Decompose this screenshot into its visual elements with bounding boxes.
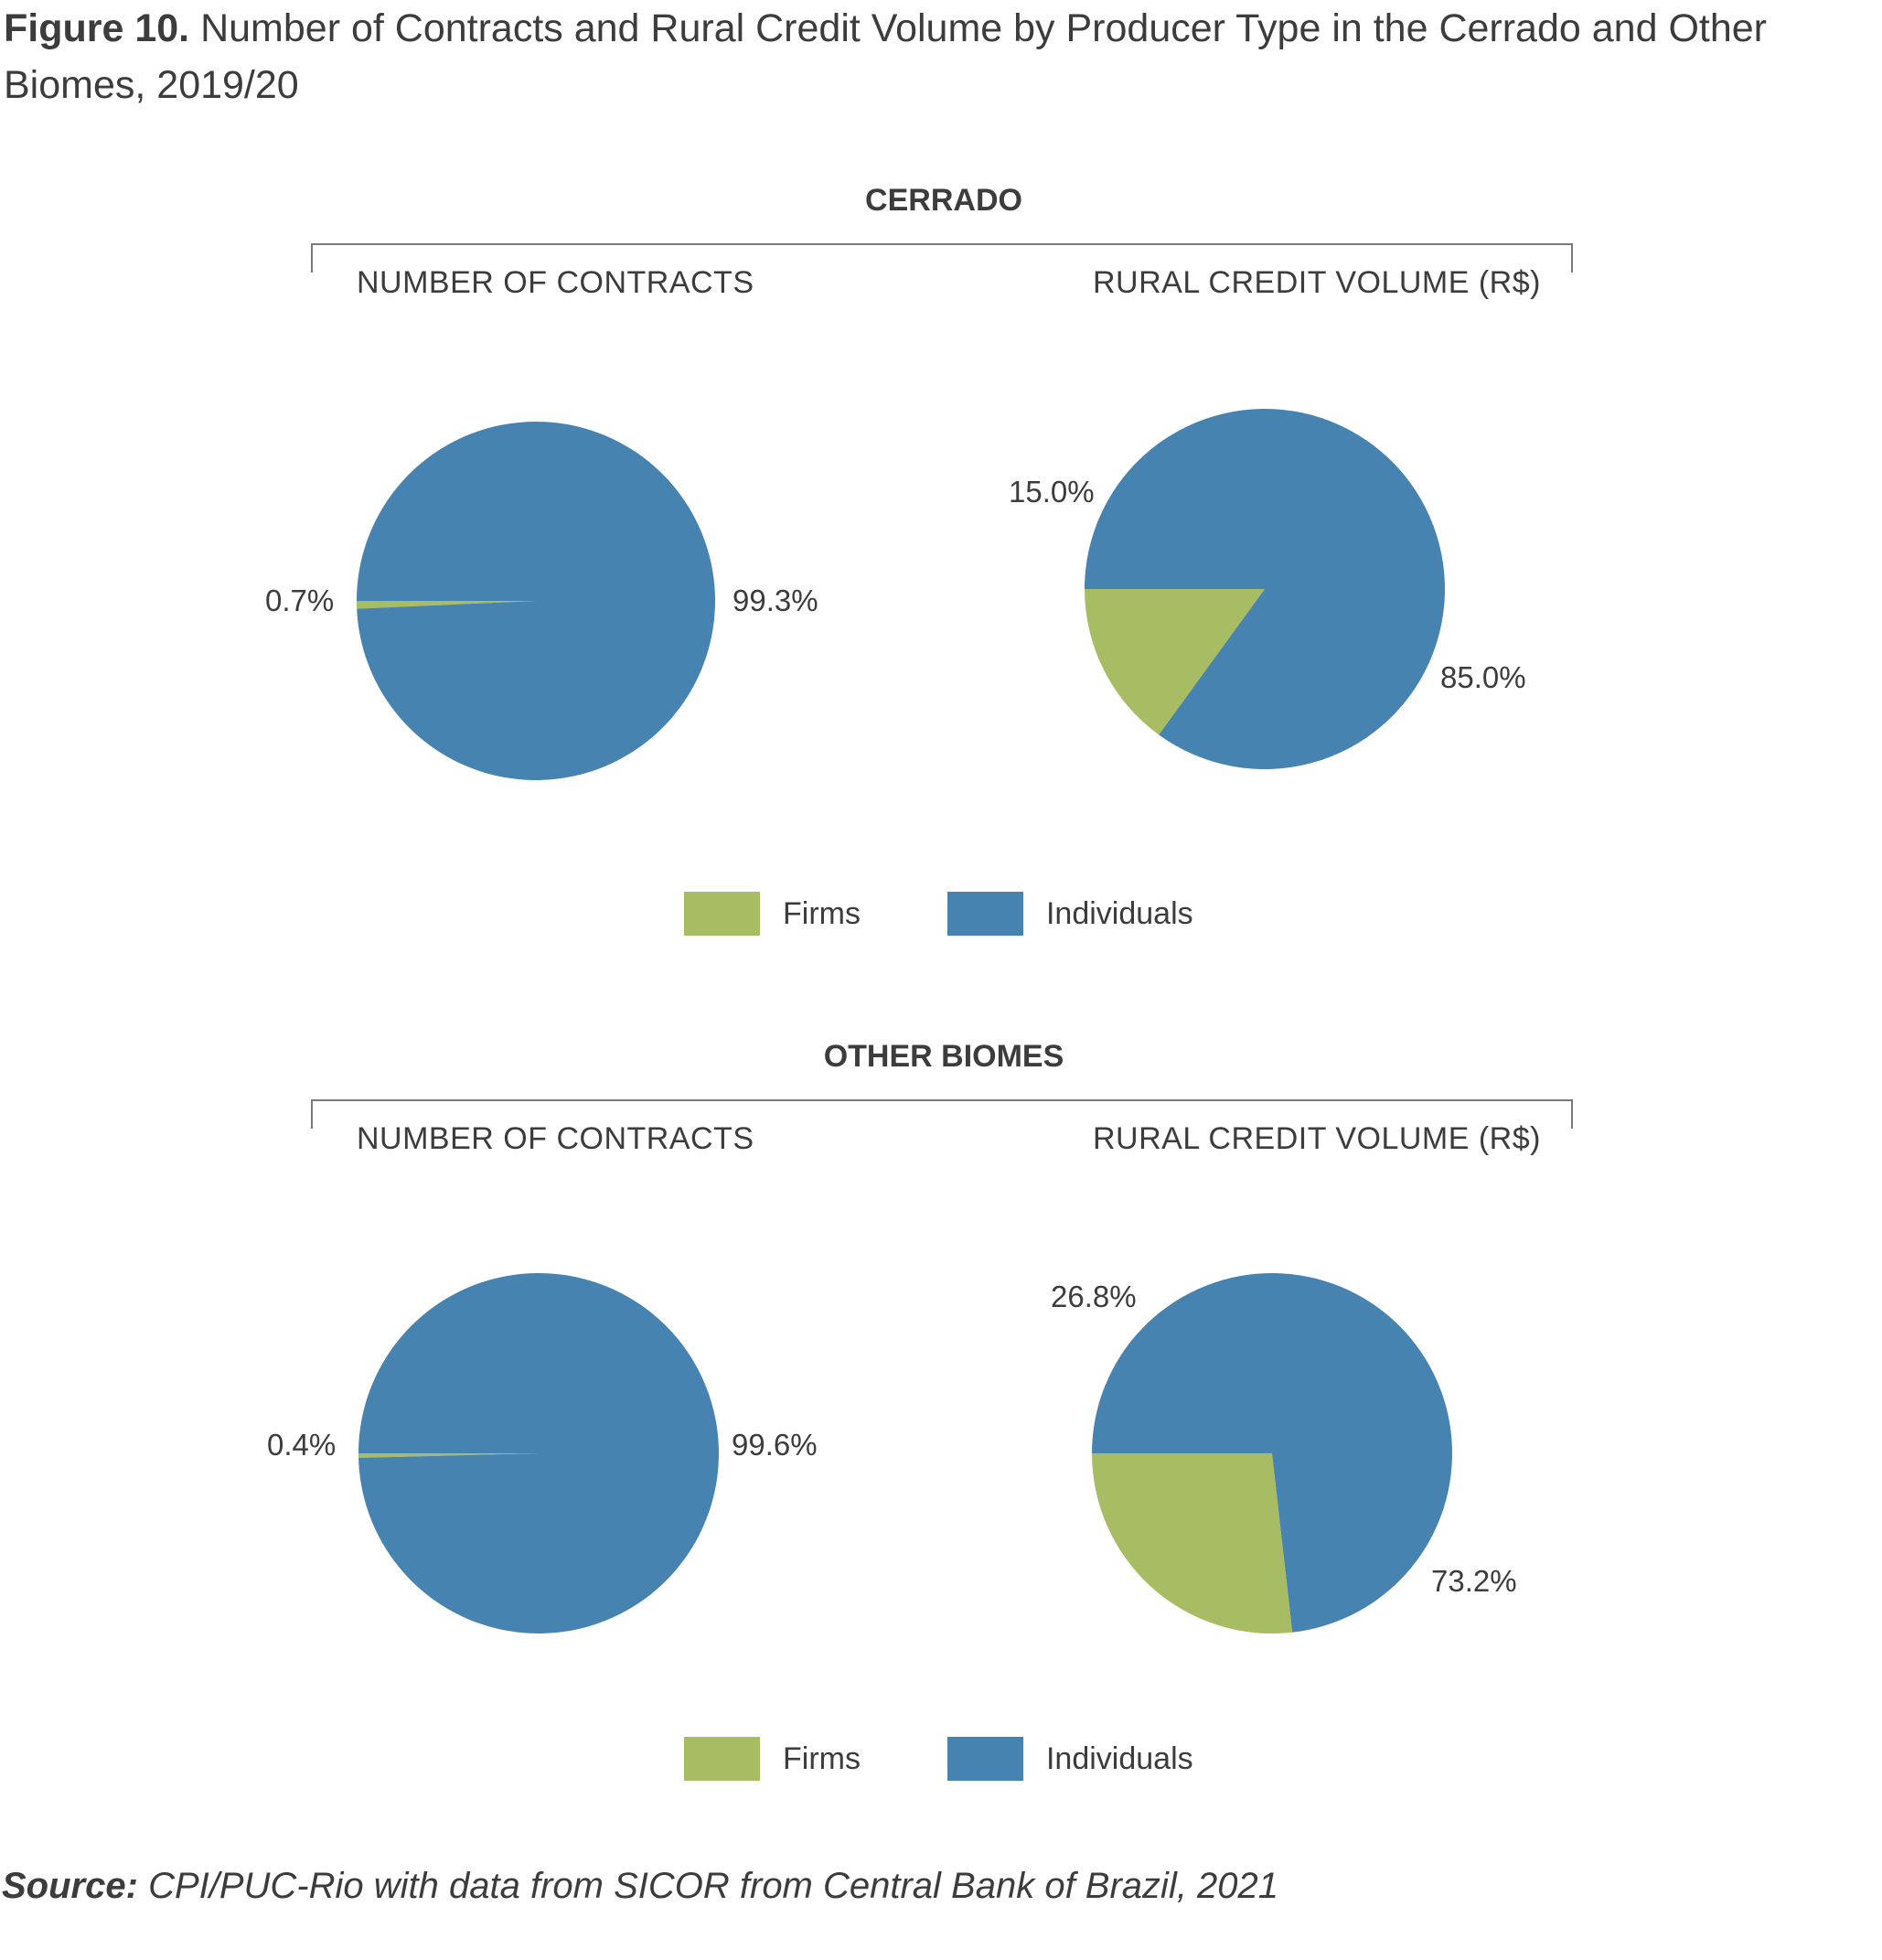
section-title-other-biomes: OTHER BIOMES (823, 1039, 1064, 1074)
legend-swatch-individuals (946, 1737, 1023, 1781)
legend-swatch-firms (684, 892, 760, 936)
legend-swatch-individuals (946, 892, 1023, 936)
pie-data-label-firms: 0.7% (265, 584, 334, 617)
pie-title-other-contracts: NUMBER OF CONTRACTS (357, 1121, 754, 1156)
legend-label-individuals: Individuals (1045, 895, 1193, 931)
legend-swatch-firms (684, 1737, 760, 1781)
source-note: Source: CPI/PUC-Rio with data from SICOR… (2, 1866, 1278, 1907)
section-bracket-cerrado (311, 243, 1573, 273)
legend-other-biomes: Firms Individuals (684, 1737, 1280, 1781)
figure-title: Figure 10. Number of Contracts and Rural… (4, 0, 1869, 113)
pie-slice-individuals (1085, 409, 1446, 769)
pie-slice-individuals (358, 1272, 719, 1633)
pie-title-other-credit: RURAL CREDIT VOLUME (R$) (1093, 1121, 1541, 1156)
pie-slice-firms (1085, 589, 1265, 735)
pie-title-cerrado-credit: RURAL CREDIT VOLUME (R$) (1093, 265, 1541, 300)
pie-slice-firms (358, 1453, 539, 1458)
pie-data-label-individuals: 99.3% (732, 584, 818, 617)
legend-item-firms: Firms (684, 1737, 861, 1781)
legend-label-firms: Firms (783, 895, 861, 931)
pie-slice-individuals (1092, 1273, 1453, 1633)
legend-item-individuals: Individuals (946, 1737, 1193, 1781)
section-bracket-other-biomes (311, 1099, 1573, 1129)
legend-label-firms: Firms (783, 1740, 861, 1776)
pie-slice-firms (357, 601, 536, 609)
pie-slice-firms (1092, 1453, 1293, 1634)
legend-cerrado: Firms Individuals (684, 892, 1280, 936)
pie-data-label-firms: 15.0% (1009, 475, 1095, 509)
section-title-cerrado: CERRADO (865, 183, 1022, 218)
pie-data-label-individuals: 99.6% (732, 1428, 818, 1462)
pie-slice-individuals (357, 422, 715, 781)
figure-title-text: Number of Contracts and Rural Credit Vol… (4, 6, 1767, 107)
legend-item-firms: Firms (684, 892, 861, 936)
pie-data-label-firms: 0.4% (267, 1428, 336, 1462)
source-label: Source: (2, 1866, 138, 1906)
pie-title-cerrado-contracts: NUMBER OF CONTRACTS (357, 265, 754, 300)
source-text: CPI/PUC-Rio with data from SICOR from Ce… (148, 1866, 1279, 1906)
pie-data-label-firms: 26.8% (1051, 1280, 1137, 1313)
figure-label: Figure 10. (4, 6, 190, 50)
pie-data-label-individuals: 73.2% (1431, 1564, 1517, 1598)
legend-item-individuals: Individuals (946, 892, 1193, 936)
legend-label-individuals: Individuals (1045, 1740, 1193, 1776)
pie-data-label-individuals: 85.0% (1440, 660, 1526, 694)
